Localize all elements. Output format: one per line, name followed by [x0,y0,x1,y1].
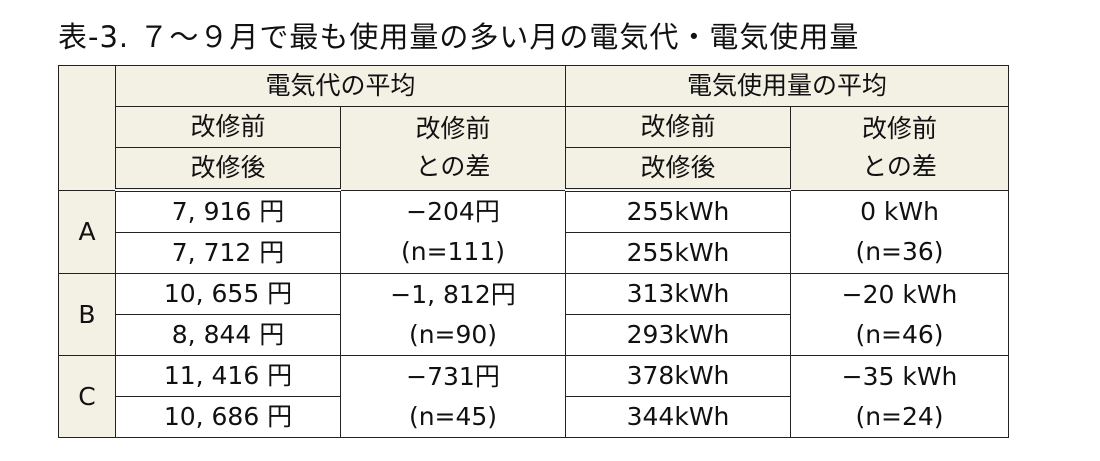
diff-line: (n=45) [408,401,498,431]
data-table: 電気代の平均 電気使用量の平均 改修前 改修前 との差 改修前 改修前 との差 改修後 改修後 A 7… [58,65,1010,438]
header-line: 改修前 [415,114,491,144]
diff-line: (n=90) [408,319,498,349]
row-label: B [58,273,116,356]
row-label: A [58,189,116,274]
diff-cell: −1, 812円 (n=90) [339,273,567,356]
sub-header: 改修前 との差 [339,106,567,191]
value-cell: 293kWh [565,314,792,356]
value-cell: 10, 686 円 [115,396,341,438]
diff-line: −1, 812円 [390,279,516,309]
data-row: C 11, 416 円 −731円 (n=45) 378kWh −35 kWh (n=24) [58,355,1010,438]
sub-header: 改修前 [115,106,341,148]
value-cell: 8, 844 円 [115,314,341,356]
corner-cell [58,65,116,191]
value-cell: 378kWh [565,355,792,397]
diff-line: −35 kWh [841,361,958,391]
diff-cell: 0 kWh (n=36) [790,189,1010,274]
diff-cell: −204円 (n=111) [339,189,567,274]
sub-header: 改修後 [115,147,341,192]
value-cell: 7, 916 円 [115,189,341,233]
diff-line: (n=24) [855,401,944,431]
diff-line: (n=46) [855,319,944,349]
sub-header: 改修前 との差 [790,106,1010,191]
header-line: との差 [862,152,937,182]
diff-cell: −35 kWh (n=24) [790,355,1010,438]
table-title: 表-3. ７～９月で最も使用量の多い月の電気代・電気使用量 [58,20,860,54]
data-row: 10, 686 円 344kWh [59,396,1009,438]
diff-line: −731円 [406,361,500,391]
diff-line: (n=111) [400,236,506,266]
sub-header: 改修後 [565,147,792,192]
header-line: 改修前 [862,114,938,144]
data-row: B 10, 655 円 −1, 812円 (n=90) 313kWh −20 kWh (n=… [58,273,1010,356]
sub-header: 改修前 [565,106,792,148]
header-line: との差 [415,152,491,182]
group-header: 電気代の平均 [114,65,567,107]
value-cell: 255kWh [565,232,792,274]
value-cell: 344kWh [565,396,792,438]
diff-line: −20 kWh [841,279,958,309]
data-row: A 7, 916 円 −204円 (n=111) 255kWh 0 kWh (n=36) [58,189,1010,274]
diff-cell: −731円 (n=45) [339,355,567,438]
value-cell: 313kWh [565,273,792,315]
value-cell: 10, 655 円 [115,273,341,315]
value-cell: 255kWh [565,189,792,233]
group-header: 電気使用量の平均 [565,65,1010,107]
header-row: 改修前 改修前 との差 改修前 改修前 との差 [59,106,1010,191]
header-row: 改修後 改修後 [59,147,1009,192]
value-cell: 11, 416 円 [115,355,341,397]
data-row: 8, 844 円 293kWh [59,314,1009,356]
row-label: C [58,355,116,438]
value-cell: 7, 712 円 [115,232,341,274]
diff-line: −204円 [406,196,500,226]
diff-line: (n=36) [855,236,944,266]
header-row: 電気代の平均 電気使用量の平均 [58,65,1010,191]
diff-line: 0 kWh [860,196,939,226]
diff-cell: −20 kWh (n=46) [790,273,1010,356]
